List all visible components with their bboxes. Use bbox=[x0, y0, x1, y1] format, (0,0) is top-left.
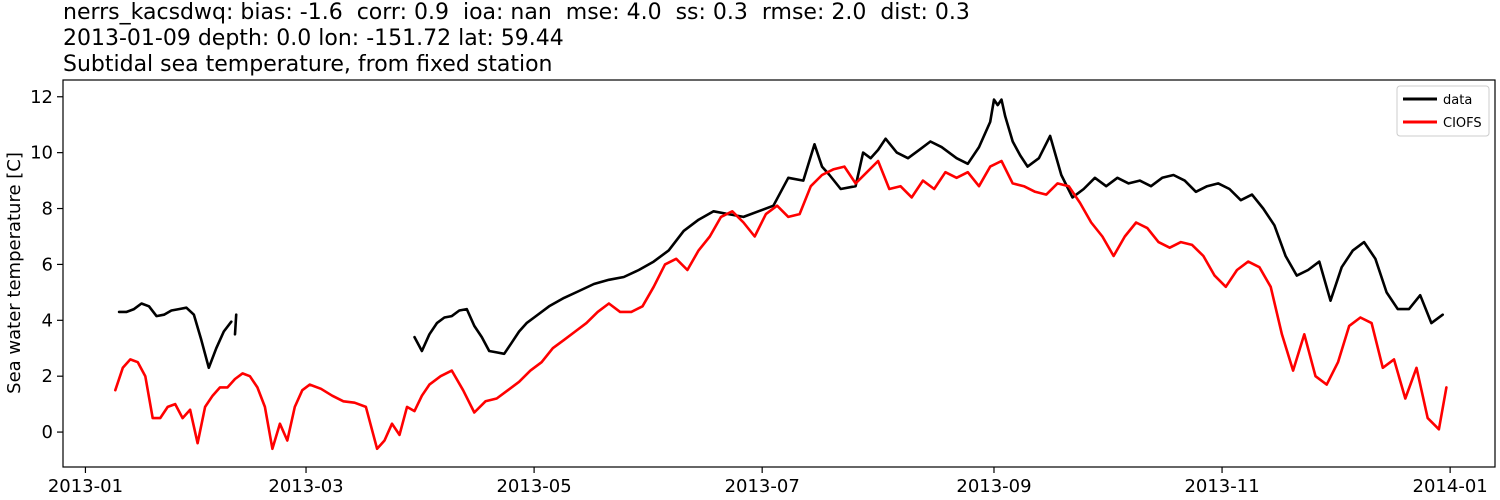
series-line-ciofs-seg0 bbox=[114, 159, 1448, 451]
legend-label-data: data bbox=[1443, 93, 1472, 108]
y-axis-label: Sea water temperature [C] bbox=[4, 152, 25, 394]
x-axis: 2013-01 2013-03 2013-05 2013-07 2013-09 2013-… bbox=[48, 467, 1488, 497]
title-line-2: 2013-01-09 depth: 0.0 lon: -151.72 lat: … bbox=[63, 26, 564, 51]
title-line-1: nerrs_kacsdwq: bias: -1.6 corr: 0.9 ioa:… bbox=[63, 0, 970, 25]
y-tick-label: 12 bbox=[30, 87, 53, 108]
series-line-data-seg1 bbox=[233, 313, 238, 336]
y-tick-label: 8 bbox=[42, 199, 53, 220]
x-tick-label: 2013-07 bbox=[725, 476, 800, 497]
y-tick-label: 4 bbox=[42, 310, 53, 331]
chart-title: nerrs_kacsdwq: bias: -1.6 corr: 0.9 ioa:… bbox=[63, 0, 970, 78]
title-line-3: Subtidal sea temperature, from fixed sta… bbox=[63, 52, 553, 77]
series-line-data-seg0 bbox=[117, 302, 233, 370]
y-axis: 0 2 4 6 8 10 12 bbox=[30, 87, 63, 443]
series-line-data-seg2 bbox=[413, 98, 1444, 356]
y-tick-label: 2 bbox=[42, 366, 53, 387]
y-tick-label: 0 bbox=[42, 422, 53, 443]
x-tick-label: 2013-01 bbox=[48, 476, 123, 497]
x-tick-label: 2014-01 bbox=[1413, 476, 1488, 497]
legend-label-ciofs: CIOFS bbox=[1443, 116, 1482, 131]
plot-frame bbox=[62, 79, 1496, 468]
x-tick-label: 2013-09 bbox=[956, 476, 1031, 497]
x-tick-label: 2013-05 bbox=[496, 476, 571, 497]
x-tick-label: 2013-11 bbox=[1184, 476, 1259, 497]
series-layer bbox=[114, 98, 1448, 451]
legend: data CIOFS bbox=[1396, 85, 1490, 137]
x-tick-label: 2013-03 bbox=[268, 476, 343, 497]
y-tick-label: 6 bbox=[42, 254, 53, 275]
y-tick-label: 10 bbox=[30, 143, 53, 164]
